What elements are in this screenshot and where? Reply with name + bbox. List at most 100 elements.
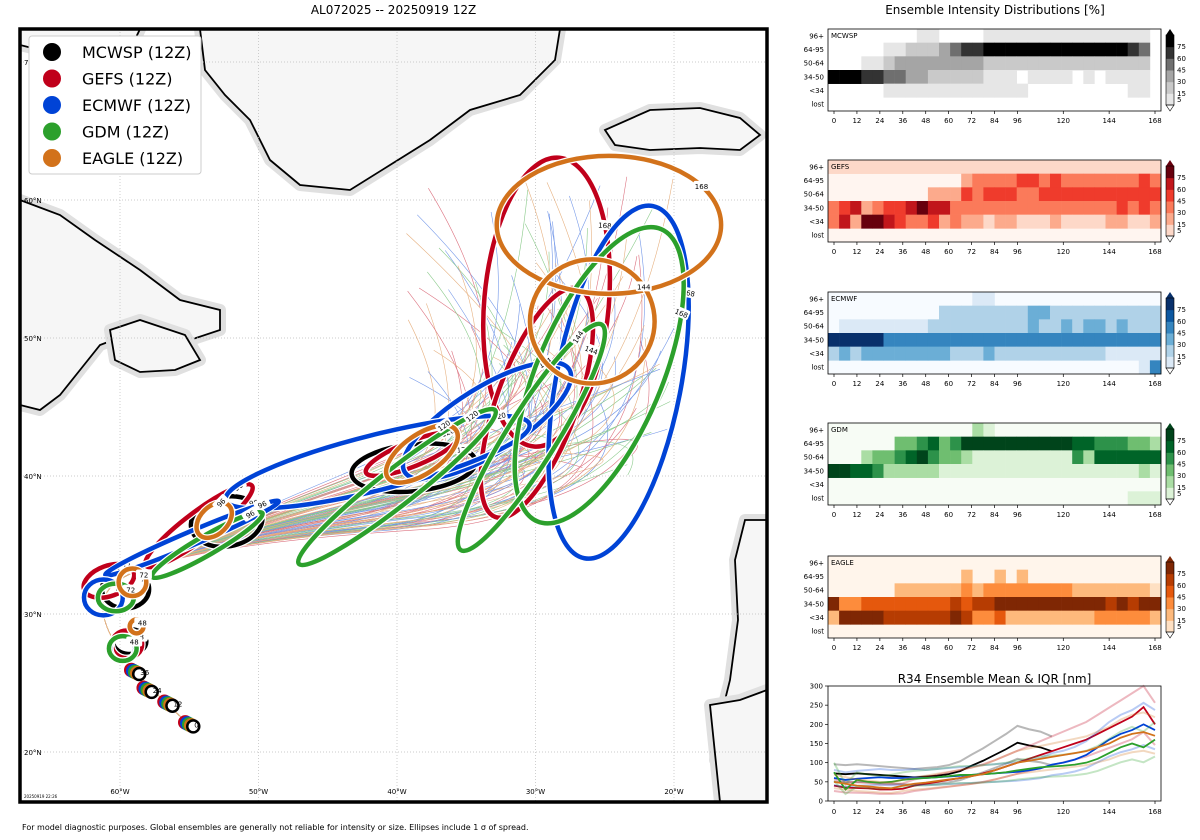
x-tick-label: 12 [852, 117, 861, 125]
colorbar-tick-label: 60 [1177, 186, 1186, 194]
heatmap-cell [983, 305, 995, 320]
heatmap-cell [1138, 214, 1151, 229]
heatmap-cell [905, 214, 918, 229]
heatmap-cell [828, 610, 840, 625]
heatmap-cell [983, 56, 995, 71]
colorbar-tick-label: 15 [1177, 353, 1186, 361]
heatmap-cell [894, 610, 906, 625]
heatmap-cell [1083, 583, 1095, 598]
heatmap-cell [1105, 187, 1117, 202]
colorbar-frame [1165, 297, 1175, 369]
heatmap-cell [872, 464, 884, 478]
heatmap-cell [961, 436, 973, 451]
heatmap-row-label: <34 [809, 481, 824, 489]
heatmap-gdm: GDM 96+ 64-95 50-64 34-50 <34 lost 0 12 24 36 48 60 7… [804, 422, 1186, 519]
heatmap-row-label: lost [811, 495, 824, 503]
heatmap-cell [950, 346, 962, 361]
heatmap-cell [939, 214, 951, 229]
colorbar-segment [1166, 189, 1174, 202]
x-tick-label: 0 [832, 380, 836, 388]
heatmap-cell [1094, 610, 1106, 625]
lat-label: 50°N [24, 335, 42, 343]
heatmap-cell [1016, 173, 1029, 188]
heatmap-cell [1050, 610, 1062, 625]
colorbar-tick-label: 45 [1177, 330, 1186, 338]
x-tick-label: 36 [898, 511, 907, 519]
heatmap-cell [1149, 305, 1162, 320]
heatmap-cell [916, 436, 929, 451]
heatmap-cell [972, 319, 984, 334]
heatmap-cell [1038, 42, 1051, 57]
heatmap-cell [1105, 583, 1117, 598]
heatmap-cell [950, 83, 962, 98]
legend-marker-ecmwf [43, 96, 61, 114]
x-tick-label: 36 [898, 644, 907, 652]
colorbar-tick-label: 45 [1177, 461, 1186, 469]
heatmap-cell [828, 214, 840, 229]
heatmap-cell [1105, 42, 1117, 57]
heatmap-cell [1016, 187, 1029, 202]
colorbar-tick-label: 60 [1177, 318, 1186, 326]
heatmap-cell [1061, 160, 1073, 174]
x-tick-label: 96 [1013, 117, 1022, 125]
heatmap-row-label: 34-50 [804, 73, 824, 81]
colorbar-tick-label: 60 [1177, 582, 1186, 590]
heatmap-cell [1138, 173, 1151, 188]
heatmap-cell [894, 583, 906, 598]
heatmap-cell [1016, 42, 1029, 57]
heatmap-cell [1027, 173, 1040, 188]
heatmap-row-label: lost [811, 628, 824, 636]
heatmap-cell [1038, 214, 1051, 229]
heatmap-cell [1083, 29, 1095, 43]
colorbar-tick-label: 30 [1177, 209, 1186, 217]
x-tick-label: 72 [967, 644, 976, 652]
heatmap-cell [872, 597, 884, 611]
heatmap-cell [950, 56, 962, 71]
heatmap-cell [1072, 319, 1084, 334]
track-hour-label: 24 [153, 687, 162, 695]
heatmap-cell [905, 464, 918, 478]
heatmap-cell [1050, 214, 1062, 229]
track-map: 1209672481681441209672481681441209672481… [18, 27, 769, 804]
heatmap-cell [1094, 597, 1106, 611]
heatmap-cell [972, 305, 984, 320]
heatmap-cell [927, 214, 940, 229]
y-tick-label: 50 [814, 778, 823, 786]
x-tick-label: 168 [1148, 511, 1161, 519]
legend-label: MCWSP (12Z) [82, 43, 192, 62]
heatmap-cell [1127, 597, 1140, 611]
x-tick-label: 144 [1102, 117, 1116, 125]
heatmap-row-label: 34-50 [804, 600, 824, 608]
heatmap-cell [1116, 201, 1128, 215]
heatmap-cell [883, 346, 895, 361]
heatmap-cell [1094, 450, 1106, 465]
x-tick-label: 120 [1057, 644, 1070, 652]
r34-mean-eagle [833, 731, 1156, 790]
x-tick-label: 96 [1013, 808, 1022, 816]
heatmap-cell [1149, 360, 1162, 375]
heatmap-cell [1094, 333, 1106, 347]
colorbar-tick-label: 60 [1177, 55, 1186, 63]
heatmap-cell [916, 214, 929, 229]
heatmap-cell [927, 187, 940, 202]
map-content: 1209672481681441209672481681441209672481… [20, 29, 767, 802]
heatmap-model-label: MCWSP [831, 32, 858, 40]
colorbar-frame [1165, 34, 1175, 106]
ellipse-hour-label: 96 [257, 499, 269, 510]
heatmap-cell [1027, 436, 1040, 451]
x-tick-label: 60 [944, 808, 953, 816]
heatmap-cell [1127, 214, 1140, 229]
heatmap-cell [994, 201, 1006, 215]
ellipse-gdm-48 [106, 633, 139, 664]
heatmap-cell [1094, 56, 1106, 71]
heatmap-cell [850, 597, 862, 611]
x-tick-label: 168 [1148, 644, 1161, 652]
r34-iqr-upper-gefs [833, 684, 1156, 786]
x-tick-label: 48 [921, 644, 930, 652]
heatmap-cell [1105, 333, 1117, 347]
x-tick-label: 60 [944, 117, 953, 125]
heatmap-row-label: lost [811, 232, 824, 240]
heatmap-cell [927, 464, 940, 478]
r34-iqr-upper-ecmwf [833, 701, 1156, 774]
heatmap-cell [883, 450, 895, 465]
